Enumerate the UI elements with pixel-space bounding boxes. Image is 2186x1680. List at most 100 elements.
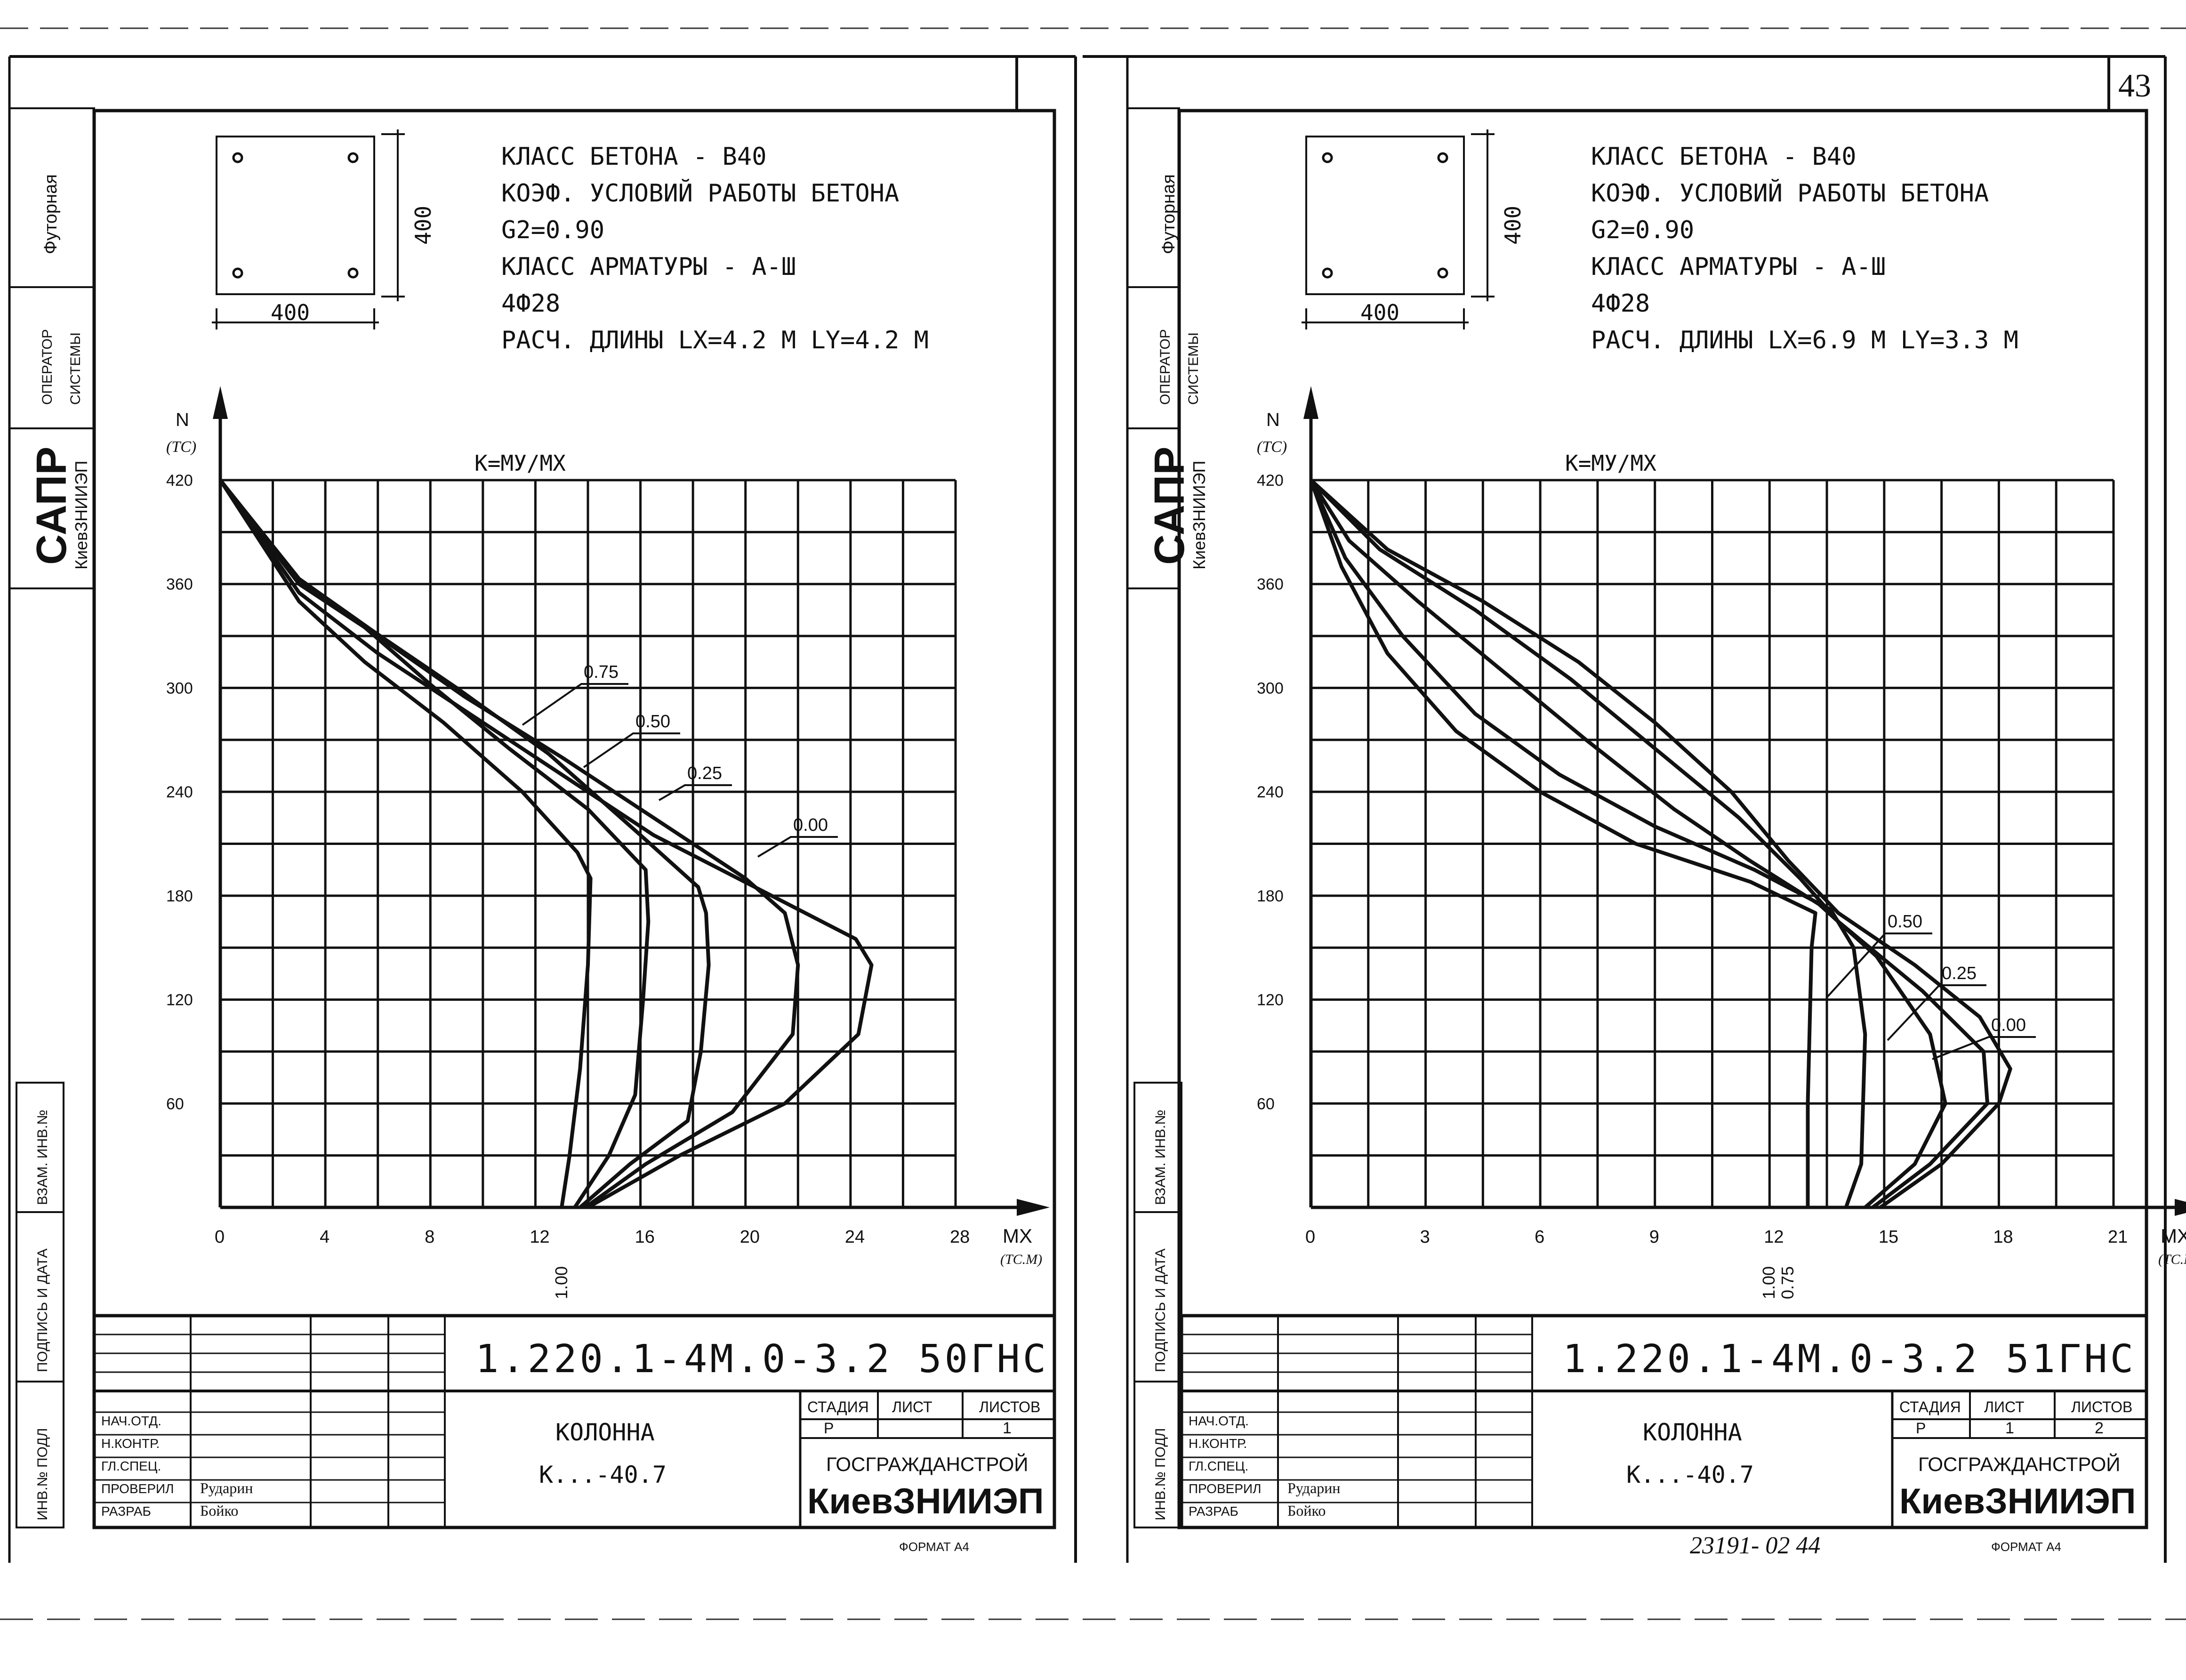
y-tick-label: 240 [166,783,193,801]
x-tick-label: 24 [845,1227,865,1247]
x-axis-arrow [1017,1199,1050,1216]
leader-line [658,784,732,801]
x-tick-label: 21 [2108,1227,2128,1247]
series-curve-0.75 [218,479,651,1209]
x-tick-label: 16 [635,1227,655,1247]
y-tick-label: 120 [166,991,193,1009]
x-tick-label: 0 [215,1227,225,1247]
stamp-box-3 [16,1381,64,1528]
chart-title: К=МУ/МХ [474,450,566,476]
role-label: ПРОВЕРИЛ [101,1481,174,1496]
specifications: КЛАСС БЕТОНА - В40 КОЭФ. УСЛОВИЙ РАБОТЫ Б… [501,143,929,354]
spec-line: G2=0.90 [501,216,604,244]
y-tick-label: 240 [1257,783,1284,801]
drawing-code: 1.220.1-4М.0-3.2 50ГНС [475,1337,1049,1382]
x-axis-label: МХ [1003,1225,1032,1247]
org-line-2: КиевЗНИИЭП [807,1481,1044,1521]
cross-section: 400 400 [1302,129,1526,330]
section-square [216,136,375,295]
title-block: 1.220.1-4М.0-3.2 50ГНС НАЧ.ОТД. Н.КОНТР. ГЛ… [92,1314,1056,1554]
spec-line: КЛАСС АРМАТУРЫ - А-Ш [1591,253,1886,281]
curve-label: 0.00 [793,815,828,835]
spec-line: 4Ф28 [501,289,560,318]
operator-name: Футорная [1159,174,1179,254]
stamp1-label: ВЗАМ. ИНВ.№ [35,1109,50,1205]
x-tick-label: 12 [1764,1227,1784,1247]
role-label: ГЛ.СПЕЦ. [101,1459,161,1473]
signer-name: Рударин [200,1479,253,1496]
format-label: ФОРМАТ А4 [899,1540,969,1554]
stage-header: СТАДИЯ [1899,1399,1961,1415]
series-curve-1.00 [218,479,593,1208]
x-tick-label: 8 [425,1227,434,1247]
bottom-curve-label: 1.00 [552,1266,571,1299]
role-label: Н.КОНТР. [1189,1436,1247,1451]
x-tick-label: 0 [1305,1227,1315,1247]
y-axis-label: N [176,410,189,430]
spec-line: РАСЧ. ДЛИНЫ LX=4.2 М LY=4.2 М [501,326,929,354]
rebar-dot [347,267,359,279]
section-height-label: 400 [410,206,436,245]
spec-line: КОЭФ. УСЛОВИЙ РАБОТЫ БЕТОНА [501,179,899,208]
operator-label: ОПЕРАТОР [1157,329,1173,405]
curve-label: 0.00 [1991,1015,2026,1035]
product-mark: К...-40.7 [539,1461,667,1488]
specifications: КЛАСС БЕТОНА - В40 КОЭФ. УСЛОВИЙ РАБОТЫ Б… [1591,143,2018,354]
y-tick-label: 420 [166,472,193,490]
role-label: НАЧ.ОТД. [1189,1414,1249,1428]
spec-line: КЛАСС БЕТОНА - В40 [501,143,767,171]
rebar-dot [1322,152,1333,163]
chart-title: К=МУ/МХ [1565,450,1656,476]
stamp2-label: ПОДПИСЬ И ДАТА [35,1248,50,1372]
operator-label: ОПЕРАТОР [40,329,55,405]
product-mark: К...-40.7 [1626,1461,1754,1488]
sapr-box [1126,427,1180,589]
stamp3-label: ИНВ.№ ПОДЛ [35,1428,50,1520]
series-curve-0.50 [1309,479,1947,1209]
section-width-label: 400 [271,300,310,325]
curve-label: 0.25 [687,764,722,783]
system-label: СИСТЕМЫ [68,332,83,405]
curve-label: 0.75 [584,662,619,682]
sapr-org: КиевЗНИИЭП [72,461,91,570]
role-label: ПРОВЕРИЛ [1189,1481,1262,1496]
stamp2-label: ПОДПИСЬ И ДАТА [1153,1248,1168,1372]
chart-grid [1310,479,2115,1209]
x-tick-label: 12 [530,1227,549,1247]
bottom-curve-label: 1.00 [1759,1266,1778,1299]
sapr-label: САПР [1146,447,1193,565]
title-block: 1.220.1-4М.0-3.2 51ГНС НАЧ.ОТД. Н.КОНТР. ГЛ… [1180,1314,2148,1559]
sapr-box [8,427,95,589]
bottom-curve-label: 0.75 [1778,1266,1797,1299]
y-tick-label: 120 [1257,991,1284,1009]
doc-number: 23191- 02 44 [1690,1532,1820,1559]
leader-line [1887,984,1986,1041]
y-axis-arrow [1303,386,1318,419]
y-tick-label: 180 [1257,887,1284,905]
y-tick-label: 360 [1257,576,1284,594]
y-axis-arrow [213,386,228,419]
y-axis-label: N [1266,410,1280,430]
stage-value: Р [824,1420,834,1437]
chart-1: N (ТС) МХ (ТС.М) К=МУ/МХ 0 4 8 12 16 20 24 28 420 60 12… [166,386,1050,1299]
curve-label: 0.50 [1888,912,1922,932]
product-name: КОЛОННА [1643,1419,1742,1446]
x-tick-label: 18 [1993,1227,2013,1247]
stamp1-label: ВЗАМ. ИНВ.№ [1153,1109,1168,1205]
chart-grid [219,479,957,1209]
x-axis-arrow [2175,1199,2186,1216]
rebar-dot [232,267,243,279]
org-line-1: ГОСГРАЖДАНСТРОЙ [826,1453,1028,1475]
signer-name: Бойко [200,1502,238,1519]
leader-line [757,836,838,858]
role-label: ГЛ.СПЕЦ. [1189,1459,1248,1473]
rebar-dot [1437,152,1448,163]
y-tick-label: 300 [166,679,193,697]
stamp3-label: ИНВ.№ ПОДЛ [1153,1428,1168,1520]
rebar-dot [1322,267,1333,279]
sheet-value: 1 [2005,1419,2014,1437]
